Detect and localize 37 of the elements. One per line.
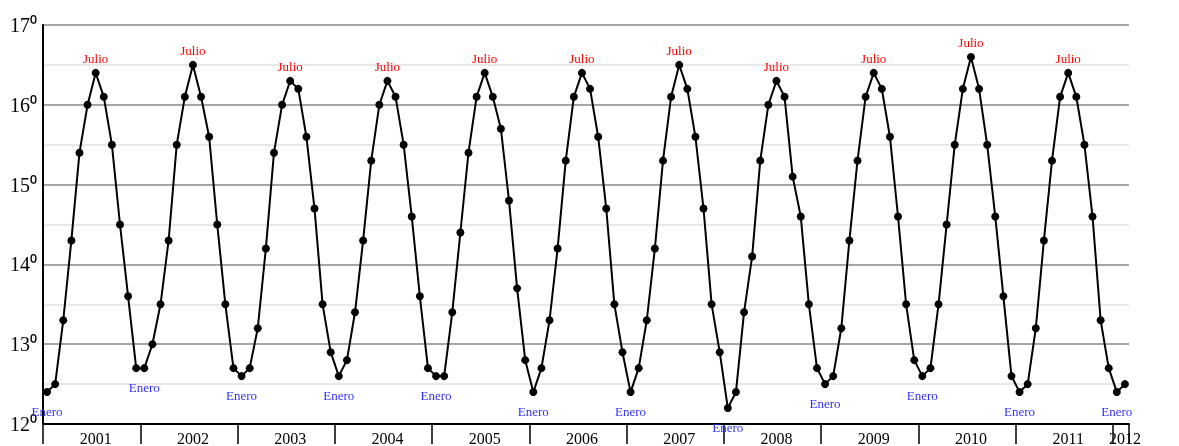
data-label: Enero bbox=[420, 388, 452, 404]
data-label: Julio bbox=[277, 58, 303, 74]
data-label: Enero bbox=[1101, 404, 1133, 420]
x-tick-label: 2008 bbox=[760, 429, 793, 446]
x-tick-label: 2005 bbox=[468, 429, 501, 446]
data-label: Enero bbox=[615, 404, 647, 420]
data-label: Julio bbox=[569, 50, 595, 66]
data-label: Enero bbox=[226, 388, 258, 404]
data-label: Julio bbox=[83, 50, 109, 66]
data-label: Julio bbox=[1055, 50, 1081, 66]
data-label: Julio bbox=[763, 58, 790, 74]
x-tick-label: 2009 bbox=[857, 429, 890, 446]
data-label: Enero bbox=[809, 396, 841, 412]
x-tick-label: 2006 bbox=[565, 429, 598, 446]
data-label: Julio bbox=[180, 42, 206, 58]
y-tick-label: 17⁰ bbox=[10, 14, 37, 36]
x-tick-label: 2007 bbox=[663, 429, 696, 446]
y-tick-label: 14⁰ bbox=[10, 253, 37, 276]
x-tick-label: 2001 bbox=[79, 429, 112, 446]
data-label: Enero bbox=[906, 388, 938, 404]
data-label: Julio bbox=[861, 50, 887, 66]
y-tick-label: 13⁰ bbox=[10, 333, 37, 356]
x-tick-label: 2010 bbox=[954, 429, 987, 446]
x-tick-label: 2002 bbox=[176, 429, 209, 446]
data-label: Enero bbox=[517, 404, 549, 420]
data-label: Enero bbox=[323, 388, 355, 404]
data-label: Julio bbox=[472, 50, 498, 66]
data-label: Enero bbox=[1004, 404, 1036, 420]
data-label: Julio bbox=[666, 42, 692, 58]
x-tick-label: 2003 bbox=[274, 429, 307, 446]
x-tick-label: 2011 bbox=[1052, 429, 1084, 446]
y-tick-label: 16⁰ bbox=[10, 93, 37, 116]
data-label: Julio bbox=[958, 34, 984, 50]
data-label: Enero bbox=[128, 380, 160, 396]
x-tick-label: 2004 bbox=[371, 429, 404, 446]
y-tick-label: 15⁰ bbox=[10, 173, 37, 196]
data-label: Julio bbox=[374, 58, 401, 74]
